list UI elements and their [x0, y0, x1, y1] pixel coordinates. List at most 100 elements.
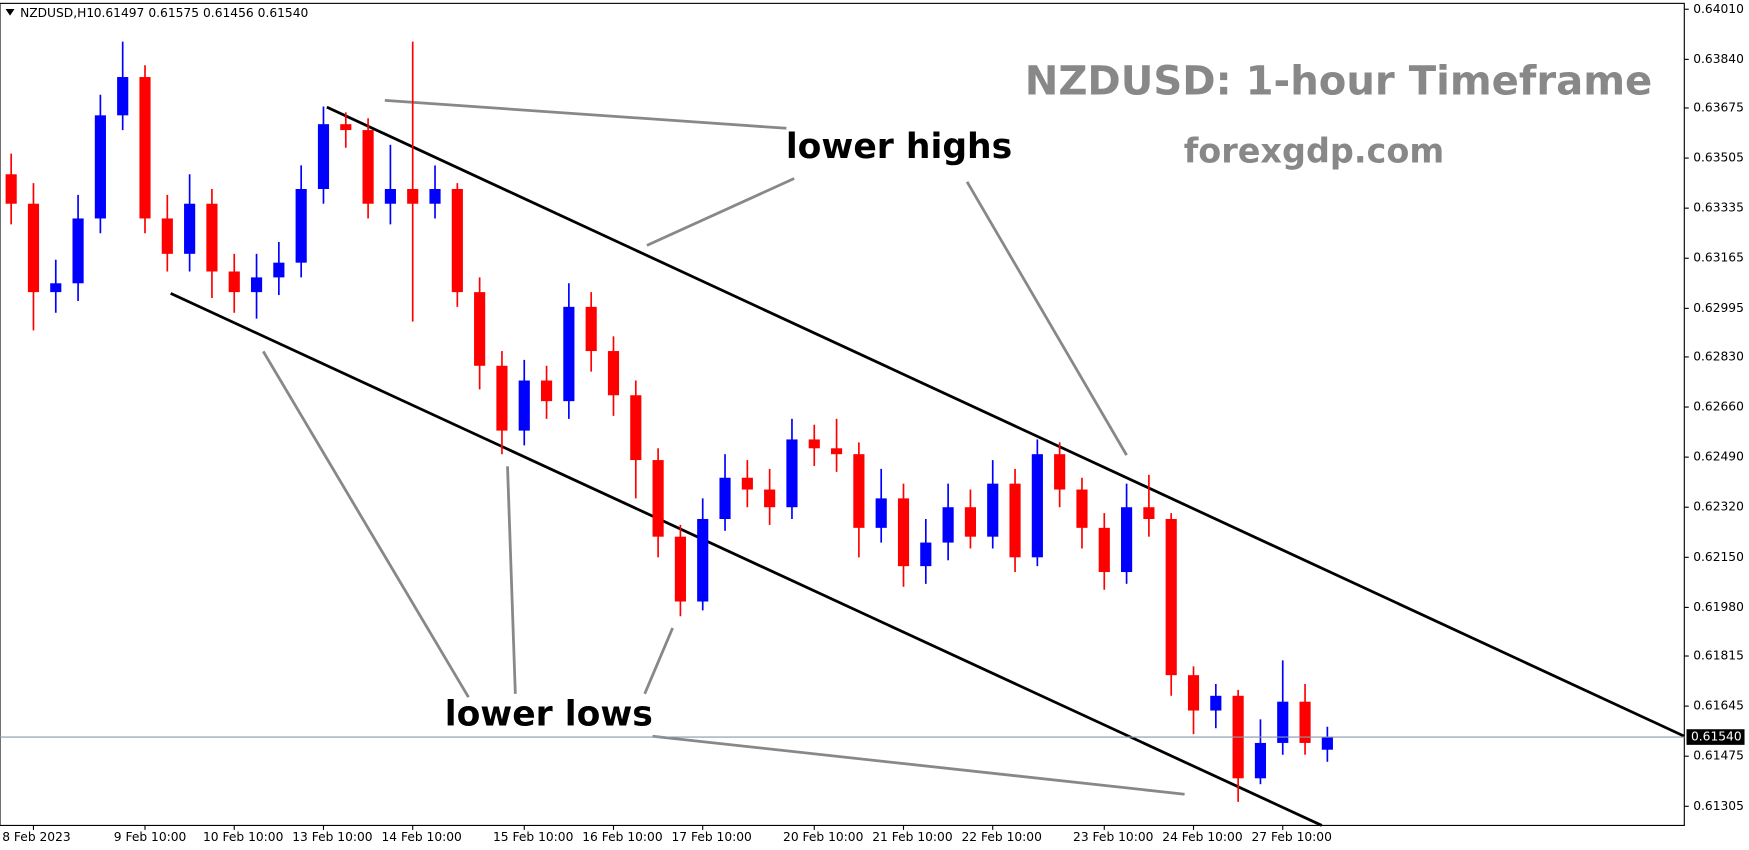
x-tick-label: 15 Feb 10:00 [493, 830, 573, 844]
candle-body [1121, 507, 1133, 573]
y-tick-label: 0.61980 [1693, 600, 1744, 614]
pointer-line [506, 466, 517, 694]
x-tick-label: 27 Feb 10:00 [1252, 830, 1332, 844]
y-tick-label: 0.63165 [1693, 251, 1744, 265]
y-tick-label: 0.63840 [1693, 52, 1744, 66]
candle-body [964, 507, 977, 537]
y-tick-label: 0.63335 [1693, 201, 1744, 215]
x-tick-label: 10 Feb 10:00 [203, 830, 283, 844]
chart-subtitle: forexgdp.com [1184, 131, 1445, 170]
candle-body [607, 351, 620, 396]
candle-body [1277, 701, 1289, 743]
y-tick-label: 0.62830 [1693, 349, 1744, 363]
y-tick-label: 0.63675 [1693, 100, 1744, 114]
candle-body [1031, 454, 1043, 558]
candle-body [1009, 483, 1021, 558]
candle-body [1299, 701, 1311, 743]
x-tick-label: 8 Feb 2023 [2, 830, 70, 844]
y-tick-label: 0.62490 [1693, 450, 1744, 464]
y-tick-label: 0.64010 [1693, 2, 1744, 16]
x-tick-label: 14 Feb 10:00 [381, 830, 461, 844]
y-tick-label: 0.62150 [1693, 550, 1744, 564]
candle-body [920, 542, 932, 567]
candle-body [27, 203, 40, 293]
candle-body [184, 203, 196, 254]
candle-body [50, 283, 62, 293]
candle-body [786, 439, 798, 508]
upper-channel-line [326, 105, 1685, 738]
candle-body [719, 477, 731, 520]
pointer-line [965, 181, 1128, 456]
price-label: 0.61540 [1691, 730, 1742, 744]
candle-body [451, 188, 463, 293]
candle-body [585, 306, 597, 352]
candle-body [1187, 675, 1200, 711]
candle-body [1098, 527, 1110, 573]
candle-body [674, 536, 686, 602]
candle-body [1143, 507, 1155, 520]
candle-body [808, 439, 820, 449]
candle-body [630, 395, 642, 461]
candle-body [697, 519, 709, 602]
candle-body [5, 174, 17, 204]
candle-body [764, 489, 776, 508]
candle-body [228, 271, 240, 293]
candle-body [1165, 519, 1177, 676]
header: NZDUSD,H1 0.61497 0.61575 0.61456 0.6154… [20, 6, 308, 20]
candle-body [652, 460, 664, 537]
candle-body [853, 454, 865, 528]
candle-body [94, 115, 106, 219]
candle-body [987, 483, 999, 537]
menu-triangle [5, 8, 15, 16]
x-tick-label: 13 Feb 10:00 [292, 830, 372, 844]
candle-body [1054, 454, 1066, 490]
candle-body [1254, 742, 1267, 779]
x-tick-label: 22 Feb 10:00 [962, 830, 1042, 844]
channel [170, 105, 1685, 827]
candle-body [942, 507, 954, 543]
pointers [262, 99, 1185, 796]
candle-body [362, 130, 374, 204]
candle-body [317, 124, 330, 189]
candle-body [830, 448, 843, 455]
candle-body [474, 292, 486, 366]
pointer-line [262, 350, 470, 698]
header-high: 0.61575 [148, 6, 199, 20]
x-tick-label: 9 Feb 10:00 [114, 830, 187, 844]
plot-frame [0, 2, 1685, 826]
candle-body [897, 498, 910, 567]
y-tick-label: 0.61475 [1693, 749, 1744, 763]
candle-body [1076, 489, 1088, 528]
candle-body [875, 498, 887, 528]
price-label-box [1686, 729, 1745, 745]
annotation: lower lows [445, 695, 653, 735]
candle-body [117, 77, 129, 116]
y-tick-label: 0.62320 [1693, 500, 1744, 514]
pointer-line [643, 627, 674, 695]
candle-body [1321, 737, 1333, 750]
candle-body [1210, 695, 1222, 711]
chart-title: NZDUSD: 1-hour Timeframe [1025, 59, 1653, 105]
y-tick-label: 0.63505 [1693, 151, 1744, 165]
candle-body [518, 380, 530, 431]
candle-body [384, 188, 396, 204]
x-tick-label: 17 Feb 10:00 [671, 830, 751, 844]
candle-body [540, 380, 553, 402]
x-tick-label: 23 Feb 10:00 [1073, 830, 1153, 844]
header-low: 0.61456 [203, 6, 254, 20]
annotation: lower highs [786, 127, 1012, 167]
x-tick-label: 21 Feb 10:00 [872, 830, 952, 844]
candle-body [273, 262, 285, 278]
header-close: 0.61540 [258, 6, 309, 20]
candle-body [340, 124, 352, 131]
y-tick-label: 0.62995 [1693, 301, 1744, 315]
y-tick-label: 0.61305 [1693, 799, 1744, 813]
pointer-line [384, 99, 787, 130]
candle-body [407, 188, 419, 204]
pointer-line [646, 177, 795, 247]
y-tick-label: 0.62660 [1693, 400, 1744, 414]
x-tick-label: 16 Feb 10:00 [582, 830, 662, 844]
header-open: 0.61497 [94, 6, 145, 20]
candle-body [250, 277, 263, 293]
candle-body [496, 365, 508, 431]
